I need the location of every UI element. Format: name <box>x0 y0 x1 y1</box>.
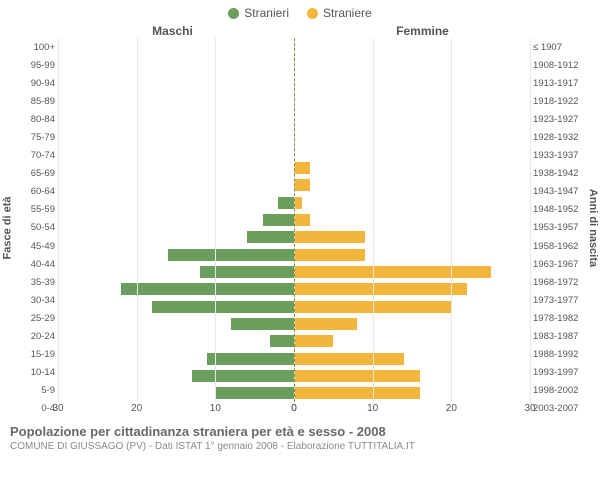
age-label: 90-94 <box>14 74 58 92</box>
title-maschi: Maschi <box>0 24 300 38</box>
year-label: 1983-1987 <box>530 328 586 346</box>
female-bar <box>294 266 491 278</box>
x-tick: 20 <box>131 403 142 414</box>
title-femmine: Femmine <box>300 24 600 38</box>
chart-subtitle: COMUNE DI GIUSSAGO (PV) - Dati ISTAT 1° … <box>10 441 590 452</box>
female-bar <box>294 335 333 347</box>
female-bar <box>294 353 404 365</box>
female-bar <box>294 301 451 313</box>
age-axis: 100+95-9990-9485-8980-8475-7970-7465-696… <box>14 38 58 418</box>
y-axis-left-label: Fasce di età <box>0 38 14 418</box>
year-label: 1998-2002 <box>530 382 586 400</box>
female-bar <box>294 162 310 174</box>
year-label: 1958-1962 <box>530 237 586 255</box>
age-label: 60-64 <box>14 183 58 201</box>
legend-label-male: Stranieri <box>244 6 289 20</box>
male-bar <box>152 301 294 313</box>
year-label: 1988-1992 <box>530 346 586 364</box>
chart: Fasce di età 100+95-9990-9485-8980-8475-… <box>0 38 600 418</box>
x-tick: 30 <box>524 403 535 414</box>
legend-swatch-male <box>228 8 239 19</box>
year-label: 1973-1977 <box>530 291 586 309</box>
x-tick: 10 <box>210 403 221 414</box>
male-bar <box>215 387 294 399</box>
year-label: 1923-1927 <box>530 110 586 128</box>
male-bar <box>200 266 294 278</box>
female-bar <box>294 370 420 382</box>
age-label: 30-34 <box>14 291 58 309</box>
age-label: 10-14 <box>14 364 58 382</box>
male-bar <box>192 370 294 382</box>
year-label: 1918-1922 <box>530 92 586 110</box>
footer: Popolazione per cittadinanza straniera p… <box>0 418 600 452</box>
age-label: 45-49 <box>14 237 58 255</box>
legend-swatch-female <box>307 8 318 19</box>
year-label: 1943-1947 <box>530 183 586 201</box>
year-label: 1968-1972 <box>530 273 586 291</box>
female-bar <box>294 231 365 243</box>
female-bar <box>294 318 357 330</box>
female-bar <box>294 387 420 399</box>
age-label: 80-84 <box>14 110 58 128</box>
female-bar <box>294 214 310 226</box>
year-label: 1938-1942 <box>530 165 586 183</box>
age-label: 70-74 <box>14 147 58 165</box>
age-label: 35-39 <box>14 273 58 291</box>
legend-label-female: Straniere <box>323 6 372 20</box>
x-tick: 0 <box>291 403 297 414</box>
age-label: 25-29 <box>14 309 58 327</box>
year-axis: ≤ 19071908-19121913-19171918-19221923-19… <box>530 38 586 418</box>
legend: Stranieri Straniere <box>0 0 600 20</box>
legend-item-female: Straniere <box>307 6 372 20</box>
year-label: 2003-2007 <box>530 400 586 418</box>
age-label: 75-79 <box>14 128 58 146</box>
center-line <box>294 38 295 402</box>
x-tick: 20 <box>446 403 457 414</box>
male-bar <box>270 335 294 347</box>
male-bar <box>247 231 294 243</box>
male-bar <box>231 318 294 330</box>
chart-title: Popolazione per cittadinanza straniera p… <box>10 424 590 439</box>
age-label: 40-44 <box>14 255 58 273</box>
year-label: 1993-1997 <box>530 364 586 382</box>
age-label: 100+ <box>14 38 58 56</box>
year-label: 1948-1952 <box>530 201 586 219</box>
female-bar <box>294 197 302 209</box>
year-label: 1978-1982 <box>530 309 586 327</box>
year-label: 1928-1932 <box>530 128 586 146</box>
age-label: 50-54 <box>14 219 58 237</box>
female-bar <box>294 249 365 261</box>
year-label: ≤ 1907 <box>530 38 586 56</box>
female-bar <box>294 283 467 295</box>
x-axis: 30201000102030 <box>58 402 530 418</box>
age-label: 95-99 <box>14 56 58 74</box>
male-bar <box>121 283 294 295</box>
legend-item-male: Stranieri <box>228 6 289 20</box>
age-label: 5-9 <box>14 382 58 400</box>
female-bar <box>294 179 310 191</box>
male-bar <box>168 249 294 261</box>
x-tick: 30 <box>52 403 63 414</box>
age-label: 55-59 <box>14 201 58 219</box>
year-label: 1953-1957 <box>530 219 586 237</box>
age-label: 20-24 <box>14 328 58 346</box>
bars-container <box>58 38 530 402</box>
age-label: 0-4 <box>14 400 58 418</box>
y-axis-right-label: Anni di nascita <box>586 38 600 418</box>
age-label: 85-89 <box>14 92 58 110</box>
age-label: 65-69 <box>14 165 58 183</box>
x-tick: 10 <box>367 403 378 414</box>
plot-area: 30201000102030 <box>58 38 530 418</box>
year-label: 1963-1967 <box>530 255 586 273</box>
year-label: 1913-1917 <box>530 74 586 92</box>
male-bar <box>207 353 294 365</box>
side-titles: Maschi Femmine <box>0 24 600 38</box>
year-label: 1933-1937 <box>530 147 586 165</box>
male-bar <box>278 197 294 209</box>
age-label: 15-19 <box>14 346 58 364</box>
male-bar <box>263 214 294 226</box>
year-label: 1908-1912 <box>530 56 586 74</box>
